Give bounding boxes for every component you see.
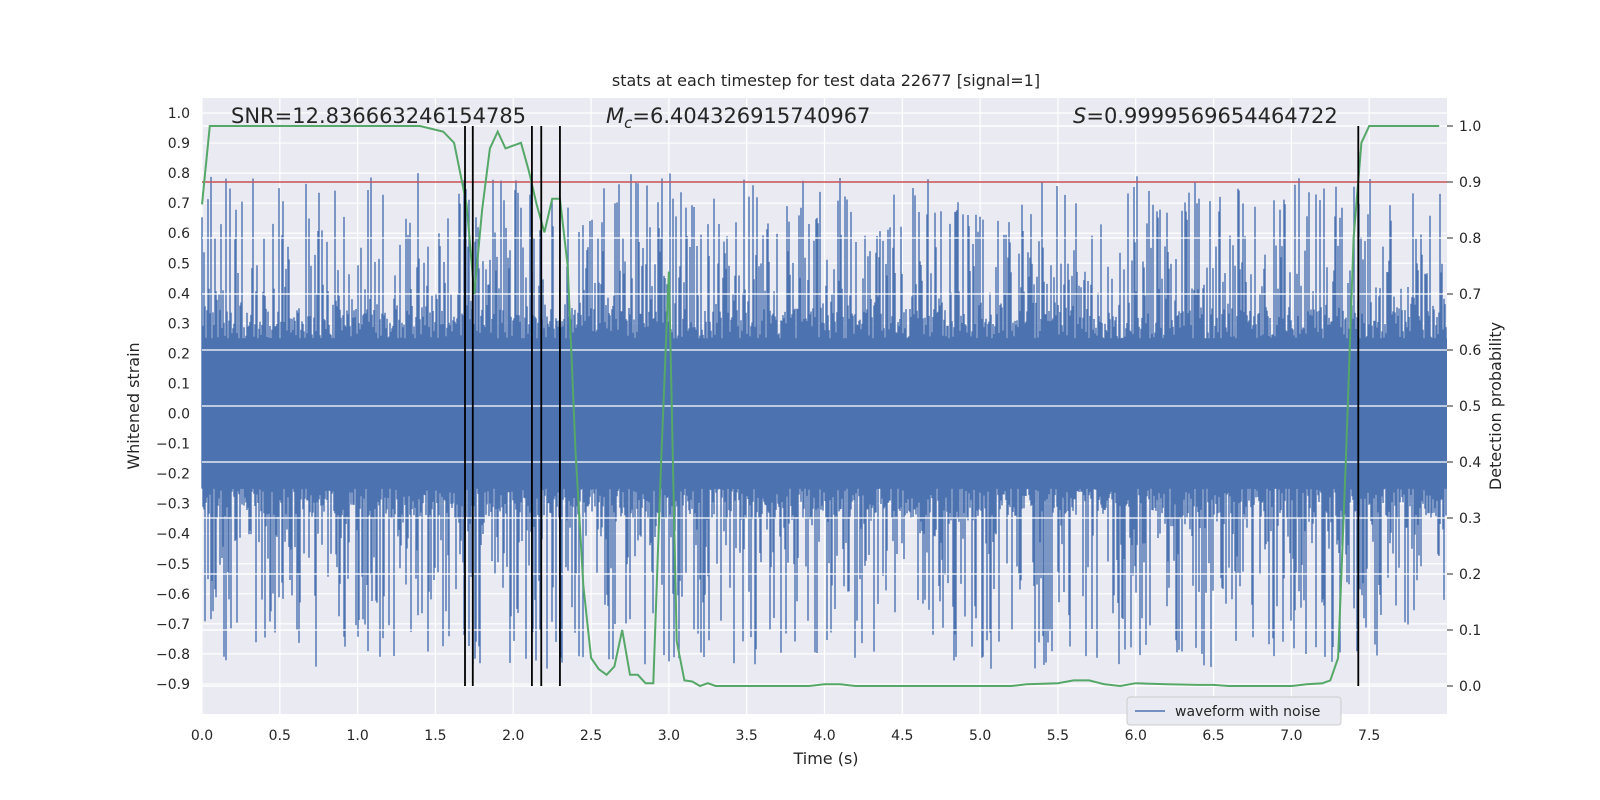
- legend-entry-label: waveform with noise: [1175, 704, 1320, 720]
- y-left-tick-label: 0.3: [168, 316, 190, 332]
- x-tick-label: 5.0: [969, 728, 991, 744]
- y-right-axis-ticks: 1.0 0.9 0.8 0.7 0.6 0.5 0.4 0.3 0.2 0.1 0.0: [1447, 119, 1481, 695]
- x-tick-label: 5.5: [1047, 728, 1069, 744]
- y-left-tick-label: −0.7: [156, 617, 190, 633]
- x-axis-ticks: 0.0 0.5 1.0 1.5 2.0 2.5 3.0 3.5 4.0 4.5 5.0 5.5 6.0 6…: [191, 728, 1380, 744]
- y-left-tick-label: 0.5: [168, 256, 190, 272]
- x-tick-label: 4.0: [813, 728, 835, 744]
- y-left-axis-label: Whitened strain: [124, 342, 143, 469]
- x-tick-label: 6.0: [1125, 728, 1147, 744]
- y-left-tick-label: 0.4: [168, 286, 190, 302]
- y-right-tick-label: 0.9: [1459, 175, 1481, 191]
- x-tick-label: 1.0: [346, 728, 368, 744]
- x-axis-label: Time (s): [792, 749, 858, 768]
- chirp-mass-subscript: c: [624, 114, 633, 132]
- snr-annotation: SNR=12.836663246154785: [231, 104, 526, 128]
- x-tick-label: 3.5: [736, 728, 758, 744]
- y-right-tick-label: 0.0: [1459, 679, 1481, 695]
- y-left-tick-label: −0.8: [156, 647, 190, 663]
- y-right-tick-label: 0.8: [1459, 231, 1481, 247]
- chirp-mass-annotation: Mc=6.404326915740967: [606, 104, 870, 132]
- waveform-series: [201, 125, 1447, 687]
- x-tick-label: 3.0: [658, 728, 680, 744]
- x-tick-label: 2.5: [580, 728, 602, 744]
- y-right-tick-label: 0.1: [1459, 623, 1481, 639]
- chart-title: stats at each timestep for test data 226…: [612, 71, 1040, 90]
- y-left-axis-ticks: 1.0 0.9 0.8 0.7 0.6 0.5 0.4 0.3 0.2 0.1 0.0 −0.1 −0.…: [156, 106, 190, 693]
- y-right-tick-label: 0.2: [1459, 567, 1481, 583]
- y-right-tick-label: 1.0: [1459, 119, 1481, 135]
- score-value: =0.9999569654464722: [1086, 104, 1337, 128]
- legend-box: [1126, 696, 1342, 726]
- x-tick-label: 4.5: [891, 728, 913, 744]
- y-left-tick-label: −0.2: [156, 467, 190, 483]
- chirp-mass-value: =6.404326915740967: [632, 104, 870, 128]
- y-left-tick-label: −0.3: [156, 497, 190, 513]
- x-tick-label: 1.5: [424, 728, 446, 744]
- x-tick-label: 6.5: [1202, 728, 1224, 744]
- y-left-tick-label: 0.1: [168, 376, 190, 392]
- y-left-tick-label: 0.0: [168, 407, 190, 423]
- x-tick-label: 7.5: [1358, 728, 1380, 744]
- x-tick-label: 0.5: [269, 728, 291, 744]
- y-left-tick-label: 0.7: [168, 196, 190, 212]
- x-tick-label: 7.0: [1280, 728, 1302, 744]
- y-right-tick-label: 0.5: [1459, 399, 1481, 415]
- probability-series-group: [201, 125, 1440, 688]
- y-left-tick-label: −0.4: [156, 527, 190, 543]
- y-left-tick-label: 1.0: [168, 106, 190, 122]
- chirp-mass-symbol: M: [606, 104, 624, 128]
- score-annotation: S=0.9999569654464722: [1073, 104, 1338, 128]
- y-left-tick-label: 0.8: [168, 166, 190, 182]
- y-left-tick-label: −0.9: [156, 677, 190, 693]
- x-tick-label: 2.0: [502, 728, 524, 744]
- x-tick-label: 0.0: [191, 728, 213, 744]
- y-right-axis-label: Detection probability: [1486, 322, 1505, 490]
- vertical-markers: [464, 126, 1360, 686]
- y-left-tick-label: −0.6: [156, 587, 190, 603]
- y-left-tick-label: −0.1: [156, 437, 190, 453]
- score-symbol: S: [1073, 104, 1086, 128]
- waveform-core-band: [202, 338, 1447, 489]
- legend: waveform with noise: [1126, 696, 1342, 726]
- y-right-tick-label: 0.3: [1459, 511, 1481, 527]
- probability-line: [201, 125, 1440, 688]
- y-left-tick-label: 0.6: [168, 226, 190, 242]
- y-right-tick-label: 0.4: [1459, 455, 1481, 471]
- y-left-tick-label: −0.5: [156, 557, 190, 573]
- y-right-tick-label: 0.7: [1459, 287, 1481, 303]
- y-right-tick-label: 0.6: [1459, 343, 1481, 359]
- y-left-tick-label: 0.9: [168, 136, 190, 152]
- y-left-tick-label: 0.2: [168, 346, 190, 362]
